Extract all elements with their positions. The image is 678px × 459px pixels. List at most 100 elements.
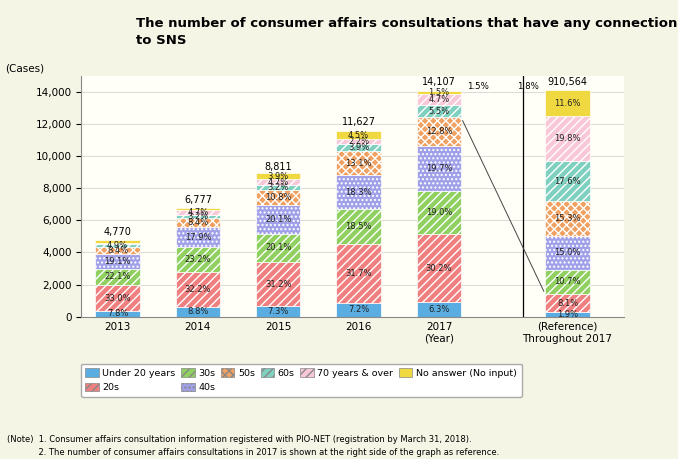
Text: 4.9%: 4.9% [107,241,128,250]
Text: 3.9%: 3.9% [348,143,370,152]
Text: 4.5%: 4.5% [348,131,369,140]
Bar [336,151,380,175]
Bar [256,205,300,234]
Text: 19.0%: 19.0% [426,208,452,217]
Text: 30.2%: 30.2% [426,264,452,273]
Text: 8,811: 8,811 [264,162,292,172]
Text: 12.8%: 12.8% [426,127,452,136]
Text: 2.2%: 2.2% [348,137,369,146]
Bar [96,247,140,254]
Text: 4.7%: 4.7% [268,178,289,187]
Bar [96,240,140,243]
Text: (Note)  1. Consumer affairs consultation information registered with PIO-NET (re: (Note) 1. Consumer affairs consultation … [7,435,499,457]
Text: 32.2%: 32.2% [184,285,211,294]
Text: 33.0%: 33.0% [104,294,131,302]
Bar [256,234,300,262]
Text: 19.1%: 19.1% [104,257,131,266]
Bar [417,191,461,234]
Text: 7.2%: 7.2% [348,306,370,314]
Text: 31.7%: 31.7% [345,269,372,278]
Text: The number of consumer affairs consultations that have any connection
to SNS: The number of consumer affairs consultat… [136,17,678,47]
Bar [336,144,380,151]
Bar [545,90,590,117]
Bar [96,243,140,244]
Bar [417,118,461,146]
Text: 10.7%: 10.7% [554,277,581,286]
Bar [96,285,140,311]
Text: 17.6%: 17.6% [554,177,581,186]
Text: 19.8%: 19.8% [554,134,581,143]
Text: 1.5%: 1.5% [428,88,450,97]
Text: 18.3%: 18.3% [345,188,372,197]
Bar [417,302,461,317]
Text: 20.1%: 20.1% [265,215,292,224]
Bar [96,311,140,317]
Bar [256,174,300,179]
Bar [336,140,380,144]
Bar [96,244,140,247]
Bar [176,227,220,247]
Text: 10.8%: 10.8% [265,193,292,202]
Bar [545,117,590,161]
Bar [176,210,220,215]
Bar [545,201,590,236]
Bar [96,254,140,269]
Text: 4,770: 4,770 [104,227,132,237]
Text: 17.9%: 17.9% [184,233,211,241]
Bar [417,146,461,191]
Text: 910,564: 910,564 [548,77,588,87]
Text: 8.1%: 8.1% [557,299,578,308]
Bar [336,175,380,209]
Bar [417,94,461,105]
Text: 8.4%: 8.4% [107,246,128,255]
Bar [545,161,590,201]
Bar [96,269,140,285]
Text: 23.2%: 23.2% [184,255,211,264]
Text: (Cases): (Cases) [5,63,45,73]
Text: 1.8%: 1.8% [517,82,539,90]
Text: 22.1%: 22.1% [104,273,131,281]
Bar [417,91,461,94]
Bar [256,262,300,306]
Text: 4.7%: 4.7% [428,95,450,104]
Bar [545,294,590,313]
Bar [256,306,300,317]
Bar [176,215,220,218]
Bar [256,185,300,190]
Text: 18.5%: 18.5% [345,222,372,231]
Text: 31.2%: 31.2% [265,280,292,289]
Text: 7.8%: 7.8% [107,309,128,318]
Bar [256,179,300,185]
Text: 6.3%: 6.3% [428,305,450,314]
Text: 8.4%: 8.4% [187,218,209,227]
Text: 3.2%: 3.2% [187,212,209,221]
Bar [545,313,590,317]
Bar [336,303,380,317]
Text: 11.6%: 11.6% [554,99,581,108]
Bar [176,208,220,210]
Text: 6,777: 6,777 [184,195,212,205]
Text: 3.2%: 3.2% [268,183,289,192]
Bar [417,105,461,118]
Bar [176,272,220,307]
Text: 5.5%: 5.5% [428,106,450,116]
Text: 1.5%: 1.5% [467,82,490,90]
Legend: Under 20 years, 20s, 30s, 40s, 50s, 60s, 70 years & over, No answer (No input): Under 20 years, 20s, 30s, 40s, 50s, 60s,… [81,364,521,397]
Bar [545,236,590,270]
Text: 4.7%: 4.7% [187,207,209,217]
Bar [176,307,220,317]
Text: 19.7%: 19.7% [426,164,452,173]
Bar [545,270,590,294]
Text: 15.3%: 15.3% [554,214,581,223]
Text: 13.1%: 13.1% [345,158,372,168]
Bar [256,190,300,205]
Text: 7.3%: 7.3% [268,307,289,316]
Bar [176,247,220,272]
Text: 3.9%: 3.9% [268,172,289,180]
Bar [176,218,220,227]
Text: 14,107: 14,107 [422,77,456,87]
Text: 11,627: 11,627 [342,117,376,127]
Bar [336,209,380,244]
Text: 15.0%: 15.0% [555,248,580,257]
Text: 20.1%: 20.1% [265,243,292,252]
